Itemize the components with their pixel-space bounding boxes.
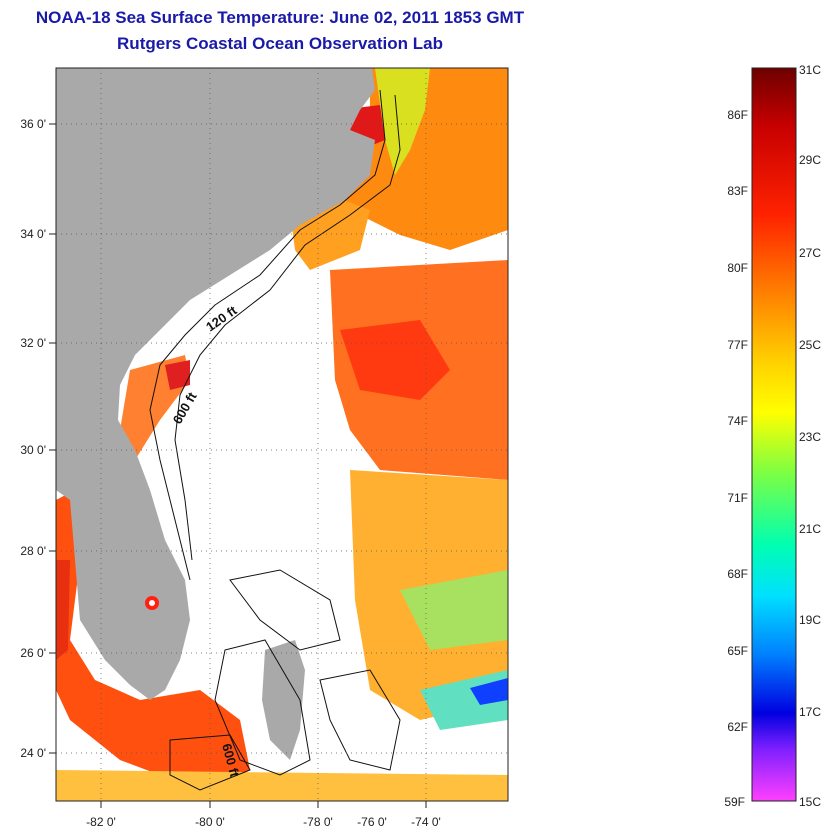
fahrenheit-label: 62F — [727, 720, 748, 734]
fahrenheit-label: 68F — [727, 567, 748, 581]
map-area: 120 ft 600 ft 600 ft — [20, 67, 509, 829]
graticule — [56, 68, 508, 801]
celsius-label: 23C — [799, 430, 821, 444]
lon-tick-label: -76 0' — [357, 815, 387, 829]
lon-tick-label: -74 0' — [411, 815, 441, 829]
lon-tick-label: -80 0' — [195, 815, 225, 829]
tick-marks — [49, 123, 427, 808]
fahrenheit-label: 86F — [727, 108, 748, 122]
celsius-label: 31C — [799, 63, 821, 77]
map-title: NOAA-18 Sea Surface Temperature: June 02… — [35, 8, 525, 27]
sst-field — [56, 68, 508, 801]
celsius-label: 15C — [799, 795, 821, 809]
celsius-label: 21C — [799, 522, 821, 536]
lat-tick-label: 24 0' — [20, 746, 46, 760]
fahrenheit-label: 71F — [727, 491, 748, 505]
map-subtitle: Rutgers Coastal Ocean Observation Lab — [117, 34, 443, 53]
fahrenheit-label: 74F — [727, 414, 748, 428]
celsius-label: 17C — [799, 705, 821, 719]
lat-tick-label: 28 0' — [20, 544, 46, 558]
fahrenheit-label: 80F — [727, 261, 748, 275]
land — [56, 68, 375, 760]
temperature-colorbar: 31C 29C 27C 25C 23C 21C 19C 17C 15C 86F … — [724, 63, 821, 809]
lat-tick-label: 30 0' — [20, 443, 46, 457]
lon-tick-label: -78 0' — [303, 815, 333, 829]
lat-tick-label: 36 0' — [20, 117, 46, 131]
lat-tick-label: 26 0' — [20, 646, 46, 660]
celsius-label: 19C — [799, 613, 821, 627]
lat-tick-label: 32 0' — [20, 336, 46, 350]
celsius-label: 25C — [799, 338, 821, 352]
fahrenheit-label: 77F — [727, 338, 748, 352]
fahrenheit-label: 59F — [724, 795, 745, 809]
lon-tick-label: -82 0' — [86, 815, 116, 829]
fahrenheit-label: 83F — [727, 184, 748, 198]
celsius-label: 27C — [799, 246, 821, 260]
lat-tick-label: 34 0' — [20, 227, 46, 241]
fahrenheit-label: 65F — [727, 644, 748, 658]
celsius-label: 29C — [799, 153, 821, 167]
